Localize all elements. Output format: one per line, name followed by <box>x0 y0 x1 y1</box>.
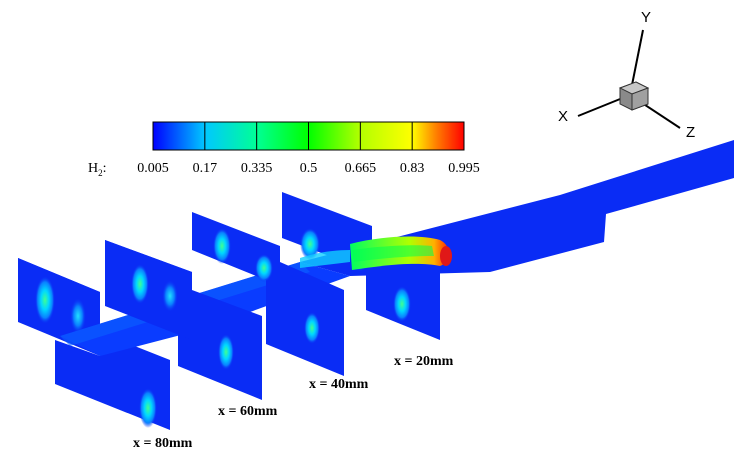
colorbar-tick-label: 0.335 <box>240 161 273 176</box>
colorbar-tick-label: 0.665 <box>344 161 377 176</box>
slice-x60 <box>105 240 262 400</box>
slice-label-x20: x = 20mm <box>394 354 454 369</box>
axis-triad <box>577 29 681 129</box>
colorbar-tick-label: 0.005 <box>137 161 169 176</box>
colorbar-variable: H <box>88 161 99 176</box>
colorbar-tick-label: 0.995 <box>448 161 480 176</box>
colorbar-variable-subscript: 2 <box>98 167 103 178</box>
axis-x-label: X <box>558 108 569 125</box>
colorbar-tick-label: 0.17 <box>192 161 218 176</box>
jet-core <box>300 236 452 270</box>
colorbar-tick-label: 0.83 <box>399 161 425 176</box>
axis-y-label: Y <box>641 9 652 26</box>
colorbar-variable-label: H2: <box>88 161 107 178</box>
colorbar <box>152 121 465 151</box>
colorbar-tick-label: 0.5 <box>299 161 318 176</box>
colorbar-dividers <box>204 122 413 150</box>
colorbar-variable-suffix: : <box>102 161 107 176</box>
slice-label-x80: x = 80mm <box>133 436 193 451</box>
axis-z-label: Z <box>686 124 696 141</box>
slice-x40 <box>192 212 344 376</box>
slice-label-x60: x = 60mm <box>218 404 278 419</box>
slice-label-x40: x = 40mm <box>309 377 369 392</box>
